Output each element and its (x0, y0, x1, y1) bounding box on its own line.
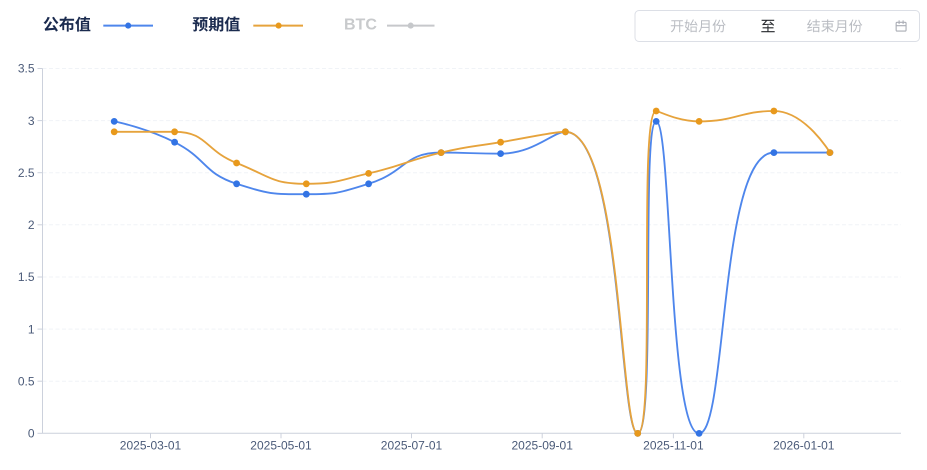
svg-text:1: 1 (28, 322, 35, 336)
svg-text:BTC: BTC (344, 17, 377, 34)
svg-text:2025-11-01: 2025-11-01 (643, 439, 704, 453)
svg-text:0: 0 (28, 427, 35, 441)
svg-text:2025-03-01: 2025-03-01 (120, 439, 182, 453)
svg-text:1.5: 1.5 (18, 270, 35, 284)
svg-text:2025-07-01: 2025-07-01 (381, 439, 443, 453)
svg-text:2: 2 (28, 218, 35, 232)
svg-text:2026-01-01: 2026-01-01 (773, 439, 835, 453)
svg-text:3: 3 (28, 114, 35, 128)
svg-text:3.5: 3.5 (18, 62, 35, 76)
svg-text:2025-05-01: 2025-05-01 (250, 439, 312, 453)
svg-text:2.5: 2.5 (18, 166, 35, 180)
svg-text:0.5: 0.5 (18, 374, 35, 388)
svg-text:2025-09-01: 2025-09-01 (512, 439, 574, 453)
